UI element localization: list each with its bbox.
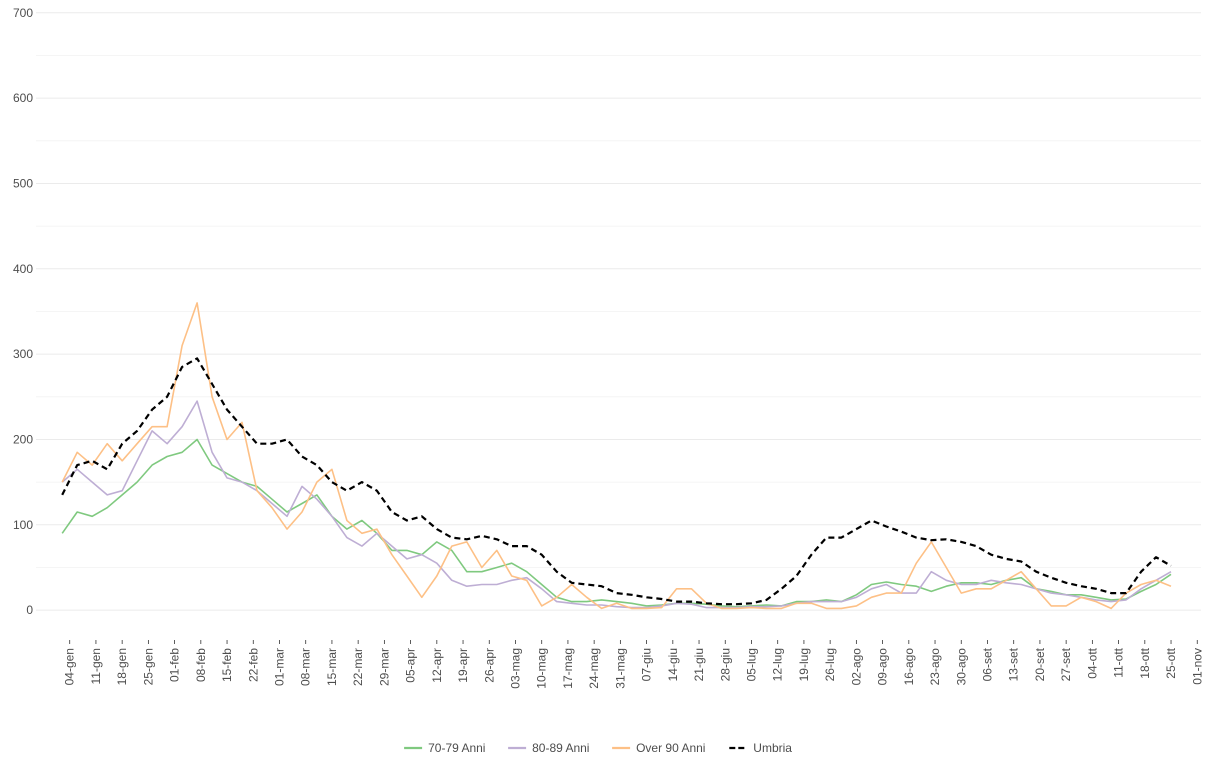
x-tick-label: 11-ott <box>1112 647 1126 677</box>
legend-label: Umbria <box>753 741 792 755</box>
x-tick-label: 31-mag <box>613 648 627 689</box>
x-tick-label: 12-apr <box>430 648 444 683</box>
x-tick-label: 01-mar <box>272 648 286 686</box>
x-tick-label: 09-ago <box>876 648 890 686</box>
x-tick-label: 12-lug <box>771 648 785 681</box>
y-tick-label: 700 <box>13 6 33 20</box>
x-tick-label: 15-feb <box>220 648 234 682</box>
x-tick-label: 20-set <box>1033 647 1047 681</box>
x-tick-label: 18-gen <box>115 648 129 685</box>
x-tick-label: 19-lug <box>797 648 811 681</box>
y-tick-label: 400 <box>13 262 33 276</box>
x-tick-label: 08-feb <box>194 648 208 682</box>
y-tick-label: 100 <box>13 518 33 532</box>
x-tick-label: 05-apr <box>404 648 418 683</box>
x-tick-label: 28-giu <box>718 648 732 681</box>
x-tick-label: 29-mar <box>377 648 391 686</box>
series-line <box>61 400 1172 609</box>
series-line <box>61 438 1172 608</box>
x-tick-label: 16-ago <box>902 648 916 686</box>
x-tick-label: 01-feb <box>168 648 182 682</box>
x-tick-label: 06-set <box>980 647 994 681</box>
x-tick-label: 03-mag <box>508 648 522 689</box>
y-tick-label: 300 <box>13 347 33 361</box>
x-tick-label: 18-ott <box>1138 647 1152 678</box>
legend-label: 80-89 Anni <box>532 741 589 755</box>
x-tick-label: 13-set <box>1007 647 1021 681</box>
y-tick-label: 0 <box>26 603 33 617</box>
y-tick-label: 500 <box>13 176 33 190</box>
x-tick-label: 17-mag <box>561 648 575 689</box>
x-tick-label: 26-apr <box>482 648 496 683</box>
x-tick-label: 30-ago <box>954 648 968 686</box>
x-tick-label: 14-giu <box>666 648 680 681</box>
x-tick-label: 22-feb <box>246 648 260 682</box>
x-tick-label: 21-giu <box>692 648 706 681</box>
x-tick-label: 19-apr <box>456 648 470 683</box>
x-tick-label: 02-ago <box>849 648 863 686</box>
x-tick-label: 04-ott <box>1085 647 1099 678</box>
x-tick-label: 27-set <box>1059 647 1073 681</box>
x-tick-label: 07-giu <box>640 648 654 681</box>
series-line <box>61 357 1172 606</box>
x-tick-label: 15-mar <box>325 648 339 686</box>
legend-label: Over 90 Anni <box>636 741 705 755</box>
x-tick-label: 01-nov <box>1190 648 1204 685</box>
x-tick-label: 25-ott <box>1164 647 1178 678</box>
x-tick-label: 08-mar <box>299 648 313 686</box>
y-tick-label: 200 <box>13 432 33 446</box>
x-tick-label: 11-gen <box>89 648 103 684</box>
x-tick-label: 22-mar <box>351 648 365 686</box>
legend-label: 70-79 Anni <box>428 741 485 755</box>
x-tick-label: 05-lug <box>744 648 758 681</box>
x-tick-label: 10-mag <box>535 648 549 689</box>
x-tick-label: 26-lug <box>823 648 837 681</box>
series-line <box>61 302 1172 610</box>
x-tick-label: 04-gen <box>63 648 77 685</box>
y-tick-label: 600 <box>13 91 33 105</box>
x-tick-label: 24-mag <box>587 648 601 689</box>
x-tick-label: 25-gen <box>141 648 155 685</box>
x-tick-label: 23-ago <box>928 648 942 686</box>
